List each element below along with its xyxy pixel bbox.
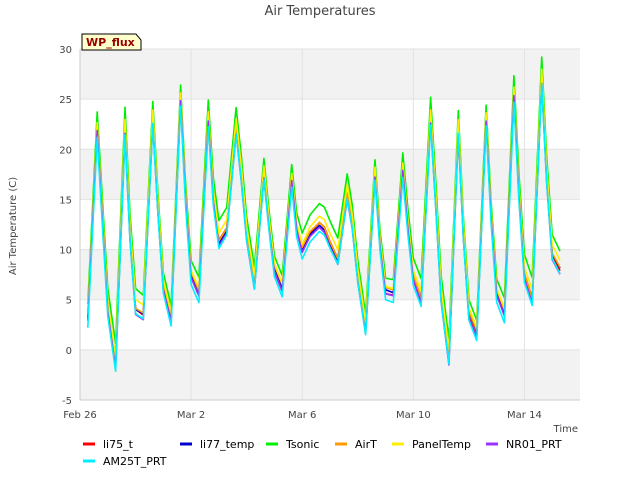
gridlines: [79, 48, 580, 401]
band-15-20: [80, 149, 580, 200]
y-tick-labels: -5 0 5 10 15 20 25 30: [59, 45, 72, 407]
band-25-30: [80, 49, 580, 100]
y-tick-label: 15: [59, 195, 72, 206]
y-tick-label: 20: [59, 145, 72, 156]
legend-label: AirT: [355, 438, 377, 451]
legend-label: Tsonic: [285, 438, 319, 451]
y-tick-label: 5: [66, 296, 72, 307]
legend-item-nr01-prt: NR01_PRT: [486, 438, 562, 451]
legend-item-am25t-prt: AM25T_PRT: [83, 455, 167, 468]
x-tick-label: Feb 26: [63, 410, 97, 421]
y-tick-label: 25: [59, 95, 72, 106]
y-tick-label: 30: [59, 45, 72, 56]
series-lines: [87, 56, 561, 373]
legend-label: li75_t: [103, 438, 134, 451]
legend-item-paneltemp: PanelTemp: [392, 438, 471, 451]
legend-label: NR01_PRT: [506, 438, 562, 451]
x-tick-label: Mar 14: [507, 410, 542, 421]
site-label: WP_flux: [86, 36, 135, 49]
x-tick-labels: Feb 26 Mar 2 Mar 6 Mar 10 Mar 14: [63, 410, 542, 421]
x-tick-label: Mar 2: [177, 410, 205, 421]
chart-title: Air Temperatures: [264, 4, 375, 19]
legend: li75_t li77_temp Tsonic AirT PanelTemp NR01_P…: [83, 438, 562, 468]
x-tick-label: Mar 10: [396, 410, 431, 421]
x-tick-label: Mar 6: [288, 410, 316, 421]
legend-item-tsonic: Tsonic: [266, 438, 319, 451]
y-tick-label: 0: [66, 346, 72, 357]
legend-label: AM25T_PRT: [103, 455, 167, 468]
plot-background-bands: [80, 49, 580, 400]
y-tick-label: -5: [62, 396, 72, 407]
legend-label: PanelTemp: [412, 438, 471, 451]
legend-item-li75-t: li75_t: [83, 438, 134, 451]
x-axis-label: Time: [553, 424, 578, 435]
legend-item-airt: AirT: [335, 438, 377, 451]
legend-item-li77-temp: li77_temp: [180, 438, 254, 451]
axes: [79, 49, 580, 401]
legend-label: li77_temp: [200, 438, 254, 451]
site-label-box: WP_flux: [81, 33, 142, 51]
y-axis-label: Air Temperature (C): [8, 177, 19, 275]
series-line-am25t-prt: [87, 83, 561, 373]
y-tick-label: 10: [59, 246, 72, 257]
band--5-0: [80, 349, 580, 400]
